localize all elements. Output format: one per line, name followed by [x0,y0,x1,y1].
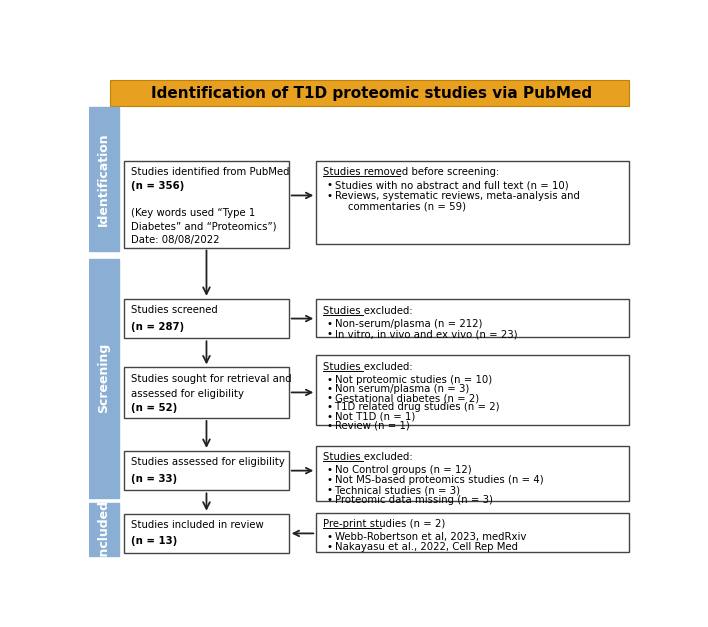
Text: Not proteomic studies (n = 10): Not proteomic studies (n = 10) [336,375,493,385]
FancyBboxPatch shape [110,80,629,106]
Text: Nakayasu et al., 2022, Cell Rep Med: Nakayasu et al., 2022, Cell Rep Med [336,542,518,552]
Text: Not MS-based proteomics studies (n = 4): Not MS-based proteomics studies (n = 4) [336,475,544,485]
FancyBboxPatch shape [316,356,629,425]
Text: Pre-print studies (n = 2): Pre-print studies (n = 2) [324,519,446,529]
Text: •: • [326,403,333,413]
Text: Studies removed before screening:: Studies removed before screening: [324,167,500,177]
Text: (n = 33): (n = 33) [131,473,177,483]
Text: •: • [326,393,333,403]
Text: •: • [326,319,333,329]
Text: Studies excluded:: Studies excluded: [324,362,413,372]
FancyBboxPatch shape [88,259,119,498]
Text: •: • [326,542,333,552]
Text: •: • [326,384,333,394]
Text: Diabetes” and “Proteomics”): Diabetes” and “Proteomics”) [131,221,276,231]
Text: T1D related drug studies (n = 2): T1D related drug studies (n = 2) [336,403,500,413]
Text: commentaries (n = 59): commentaries (n = 59) [336,201,467,211]
Text: •: • [326,191,333,201]
Text: •: • [326,411,333,421]
Text: (n = 52): (n = 52) [131,403,177,413]
Text: assessed for eligibility: assessed for eligibility [131,389,244,399]
Text: Studies included in review: Studies included in review [131,520,263,530]
Text: (Key words used “Type 1: (Key words used “Type 1 [131,208,255,218]
FancyBboxPatch shape [124,514,289,553]
Text: •: • [326,421,333,431]
Text: •: • [326,475,333,485]
FancyBboxPatch shape [124,451,289,490]
Text: Webb-Robertson et al, 2023, medRxiv: Webb-Robertson et al, 2023, medRxiv [336,532,527,542]
Text: Proteomic data missing (n = 3): Proteomic data missing (n = 3) [336,495,493,505]
Text: Studies identified from PubMed: Studies identified from PubMed [131,167,290,177]
Text: Identification of T1D proteomic studies via PubMed: Identification of T1D proteomic studies … [151,86,592,100]
Text: Screening: Screening [97,343,110,413]
Text: •: • [326,329,333,339]
Text: Non serum/plasma (n = 3): Non serum/plasma (n = 3) [336,384,470,394]
Text: (n = 287): (n = 287) [131,322,184,332]
Text: •: • [326,181,333,191]
FancyBboxPatch shape [88,107,119,251]
Text: Review (n = 1): Review (n = 1) [336,421,411,431]
Text: •: • [326,532,333,542]
Text: Studies excluded:: Studies excluded: [324,306,413,316]
Text: •: • [326,485,333,495]
Text: (n = 356): (n = 356) [131,181,184,191]
Text: Studies excluded:: Studies excluded: [324,452,413,462]
Text: Studies assessed for eligibility: Studies assessed for eligibility [131,457,285,467]
Text: Reviews, systematic reviews, meta-analysis and: Reviews, systematic reviews, meta-analys… [336,191,581,201]
FancyBboxPatch shape [124,367,289,418]
Text: Gestational diabetes (n = 2): Gestational diabetes (n = 2) [336,393,479,403]
Text: Identification: Identification [97,132,110,226]
Text: No Control groups (n = 12): No Control groups (n = 12) [336,465,472,475]
Text: Not T1D (n = 1): Not T1D (n = 1) [336,411,416,421]
Text: •: • [326,465,333,475]
FancyBboxPatch shape [124,299,289,339]
Text: Studies screened: Studies screened [131,305,217,315]
FancyBboxPatch shape [316,161,629,244]
Text: Included: Included [97,499,110,559]
FancyBboxPatch shape [124,161,289,248]
Text: Studies with no abstract and full text (n = 10): Studies with no abstract and full text (… [336,181,569,191]
Text: Non-serum/plasma (n = 212): Non-serum/plasma (n = 212) [336,319,483,329]
Text: Studies sought for retrieval and: Studies sought for retrieval and [131,374,292,384]
Text: •: • [326,375,333,385]
Text: (n = 13): (n = 13) [131,536,177,546]
FancyBboxPatch shape [88,502,119,556]
Text: •: • [326,495,333,505]
FancyBboxPatch shape [316,299,629,337]
Text: Technical studies (n = 3): Technical studies (n = 3) [336,485,460,495]
Text: Date: 08/08/2022: Date: 08/08/2022 [131,235,219,245]
FancyBboxPatch shape [316,446,629,501]
Text: In vitro, in vivo and ex vivo (n = 23): In vitro, in vivo and ex vivo (n = 23) [336,329,518,339]
FancyBboxPatch shape [316,513,629,552]
